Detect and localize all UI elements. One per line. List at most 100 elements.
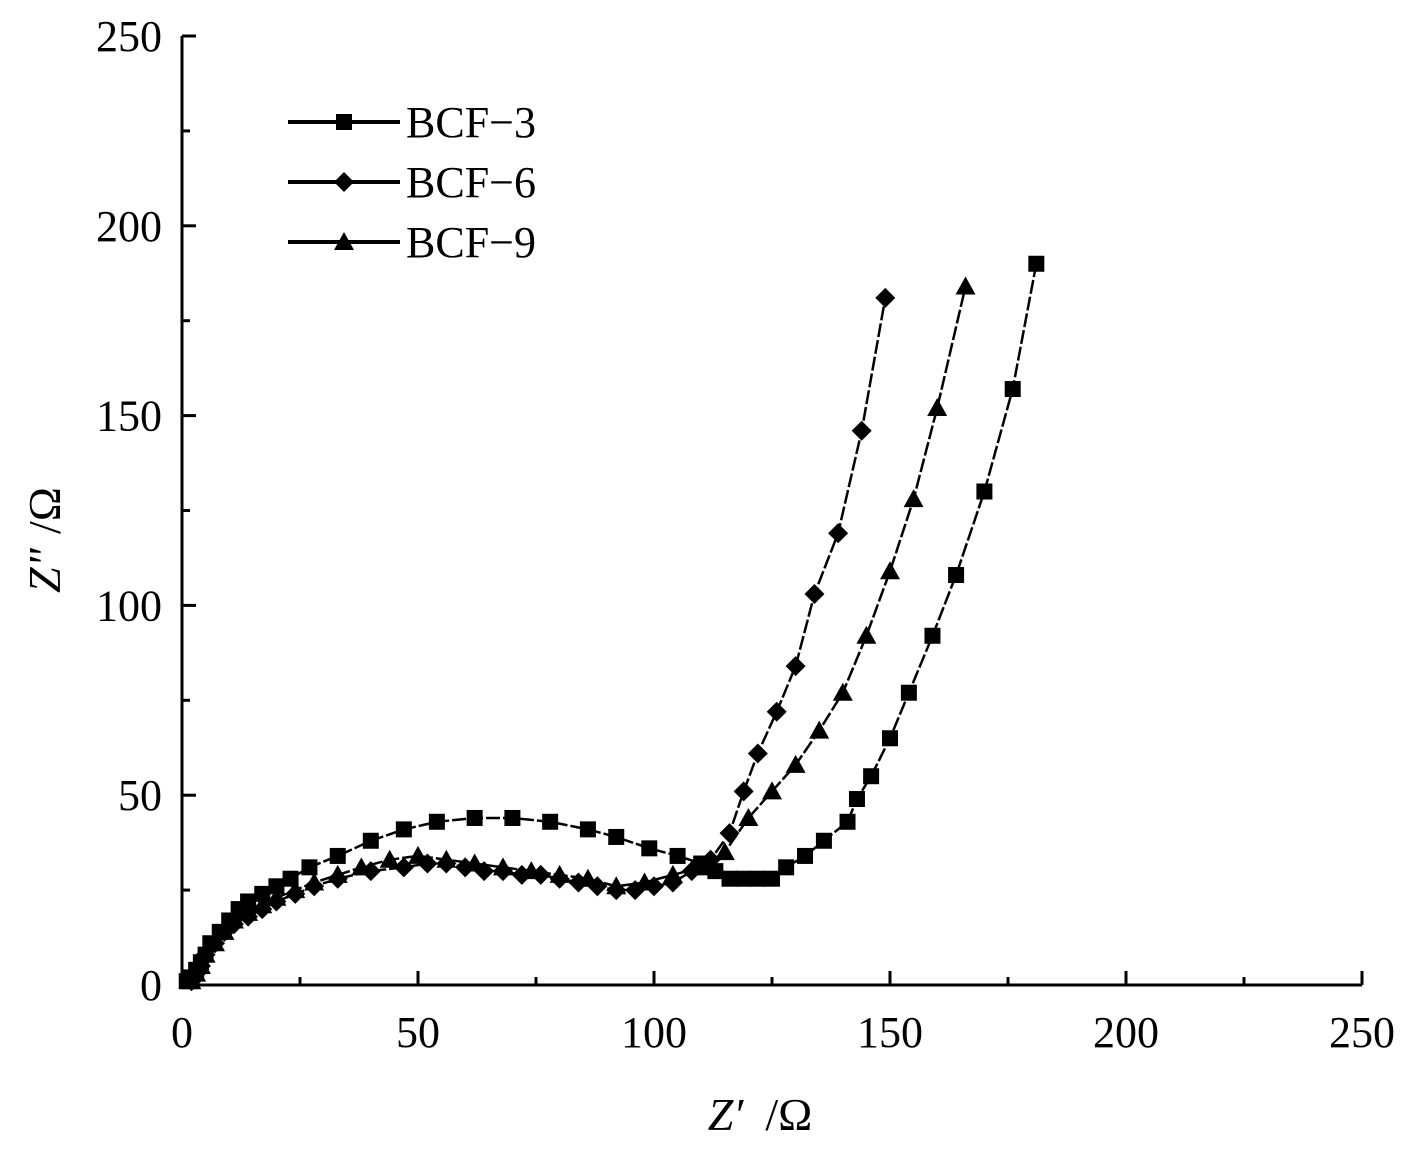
data-point bbox=[549, 864, 570, 883]
y-axis-ticks: 0 50 100 150 200 250 bbox=[96, 12, 196, 1010]
data-point bbox=[329, 847, 346, 864]
data-point bbox=[875, 287, 896, 308]
data-point bbox=[351, 857, 372, 876]
data-point bbox=[856, 625, 877, 644]
y-tick-label: 250 bbox=[96, 12, 162, 61]
data-point bbox=[955, 276, 976, 295]
y-tick-label: 50 bbox=[118, 771, 162, 820]
y-tick-label: 200 bbox=[96, 202, 162, 251]
data-point bbox=[395, 821, 412, 838]
data-point bbox=[195, 944, 216, 963]
data-point bbox=[924, 627, 941, 644]
data-point bbox=[379, 849, 400, 868]
data-point bbox=[714, 842, 735, 861]
data-point bbox=[214, 921, 235, 940]
legend-marker bbox=[334, 172, 354, 192]
data-point bbox=[882, 730, 898, 747]
series-1 bbox=[178, 255, 1045, 990]
x-tick-label: 100 bbox=[621, 1008, 687, 1057]
x-axis-ticks: 0 50 100 150 200 250 bbox=[171, 971, 1395, 1057]
data-point bbox=[863, 768, 880, 785]
data-point bbox=[738, 807, 759, 826]
x-tick-label: 250 bbox=[1329, 1008, 1395, 1057]
data-point bbox=[254, 885, 271, 902]
data-point bbox=[832, 682, 853, 701]
data-point bbox=[492, 857, 513, 876]
data-point bbox=[927, 398, 948, 417]
data-point bbox=[839, 813, 856, 830]
data-point bbox=[851, 420, 872, 441]
data-point bbox=[240, 893, 257, 910]
data-point bbox=[848, 790, 865, 807]
series-3 bbox=[181, 276, 976, 990]
data-point bbox=[362, 832, 379, 849]
data-point bbox=[608, 828, 625, 845]
legend-label: BCF−9 bbox=[406, 218, 536, 267]
data-point bbox=[579, 821, 596, 838]
data-point bbox=[785, 656, 806, 677]
data-point bbox=[733, 781, 754, 802]
data-point bbox=[266, 887, 287, 906]
data-point bbox=[809, 720, 830, 739]
data-point bbox=[762, 781, 782, 800]
legend-item: BCF−9 bbox=[288, 218, 536, 267]
data-point bbox=[428, 813, 445, 830]
data-point bbox=[285, 880, 306, 899]
data-point bbox=[662, 864, 683, 883]
x-tick-label: 0 bbox=[171, 1008, 193, 1057]
legend-marker bbox=[336, 114, 352, 130]
data-point bbox=[1004, 381, 1021, 398]
legend-item: BCF−6 bbox=[288, 158, 536, 207]
data-point bbox=[205, 933, 226, 952]
data-point bbox=[766, 701, 787, 722]
data-point bbox=[900, 684, 917, 701]
data-point bbox=[1028, 255, 1045, 272]
y-tick-label: 150 bbox=[96, 392, 162, 441]
legend-marker bbox=[334, 232, 354, 250]
data-point bbox=[778, 859, 795, 876]
data-point bbox=[948, 567, 965, 584]
data-point bbox=[521, 861, 542, 880]
data-point bbox=[764, 870, 780, 887]
data-point bbox=[190, 956, 211, 975]
data-point bbox=[721, 870, 738, 887]
data-point bbox=[327, 864, 348, 883]
y-axis-variable: Z" bbox=[19, 547, 70, 593]
y-tick-label: 100 bbox=[96, 581, 162, 630]
data-point bbox=[785, 754, 806, 773]
x-tick-label: 50 bbox=[396, 1008, 440, 1057]
data-point bbox=[880, 561, 900, 580]
data-point bbox=[464, 853, 485, 872]
series-line bbox=[190, 286, 967, 982]
data-point bbox=[903, 489, 924, 508]
y-axis-title: Z" /Ω bbox=[19, 487, 70, 593]
data-point bbox=[466, 809, 483, 826]
x-axis-title: Z′ /Ω bbox=[708, 1089, 813, 1140]
data-point bbox=[804, 584, 825, 605]
x-axis-unit: /Ω bbox=[765, 1089, 812, 1140]
data-point bbox=[577, 868, 598, 887]
legend-item: BCF−3 bbox=[288, 98, 536, 147]
data-point bbox=[238, 902, 259, 921]
data-point bbox=[747, 743, 768, 764]
data-point bbox=[393, 857, 414, 878]
data-point bbox=[504, 809, 521, 826]
data-point bbox=[641, 840, 658, 857]
x-tick-label: 150 bbox=[857, 1008, 923, 1057]
x-tick-label: 200 bbox=[1093, 1008, 1159, 1057]
data-point bbox=[606, 876, 627, 895]
data-point bbox=[691, 857, 712, 876]
data-point bbox=[735, 870, 752, 887]
data-point bbox=[223, 910, 244, 929]
data-point bbox=[719, 823, 740, 844]
plot-area: 0 50 100 150 200 250 0 50 100 150 200 250 bbox=[96, 12, 1395, 1057]
data-point bbox=[797, 847, 814, 864]
data-point bbox=[304, 872, 325, 891]
legend: BCF−3 BCF−6 BCF−9 bbox=[288, 98, 536, 267]
data-point bbox=[634, 872, 655, 891]
data-point bbox=[436, 849, 457, 868]
data-point bbox=[542, 813, 559, 830]
legend-label: BCF−6 bbox=[406, 158, 536, 207]
legend-label: BCF−3 bbox=[406, 98, 536, 147]
